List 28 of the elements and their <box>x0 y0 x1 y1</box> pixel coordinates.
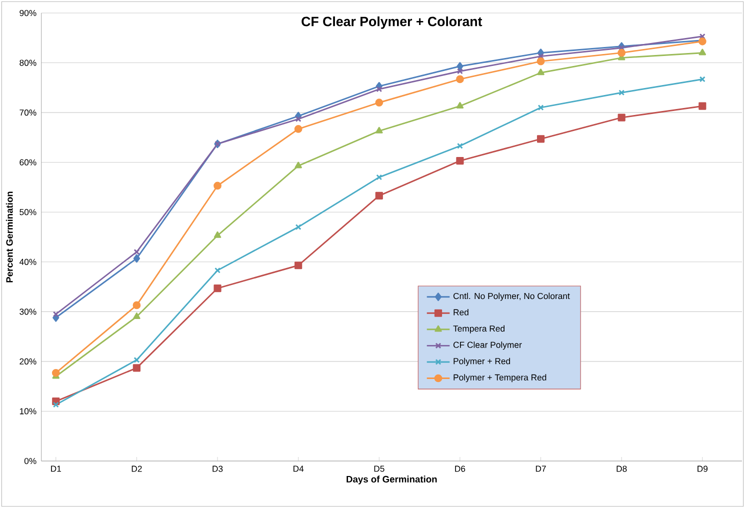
legend-label: Tempera Red <box>453 325 504 334</box>
legend-label: Polymer + Red <box>454 358 510 366</box>
y-tick-label: 90% <box>20 10 36 16</box>
x-tick-label: D9 <box>698 466 708 472</box>
x-tick-label: D8 <box>616 466 627 472</box>
y-tick-label: 0% <box>24 458 36 464</box>
x-tick-label: D5 <box>374 466 384 472</box>
y-tick-label: 20% <box>20 358 36 365</box>
y-tick-label: 30% <box>20 308 36 315</box>
x-axis-title: Days of Germination <box>346 476 437 484</box>
x-tick-label: D4 <box>294 466 304 472</box>
x-tick-label: D2 <box>132 466 142 472</box>
x-tick-label: D7 <box>536 466 546 472</box>
x-tick-label: D6 <box>455 466 466 472</box>
legend-label: Polymer + Tempera Red <box>454 374 546 382</box>
legend-label: Red <box>454 308 468 316</box>
y-tick-label: 50% <box>20 209 36 216</box>
y-tick-label: 60% <box>20 159 36 166</box>
y-tick-label: 40% <box>19 258 36 265</box>
y-axis-title: Percent Germination <box>6 192 13 282</box>
chart-title: CF Clear Polymer + Colorant <box>302 16 482 29</box>
x-tick-label: D1 <box>51 466 61 472</box>
legend-label: Cntl. No Polymer, No Colorant <box>453 292 570 301</box>
x-tick-label: D3 <box>212 466 223 472</box>
y-tick-label: 80% <box>20 60 36 66</box>
legend-label: CF Clear Polymer <box>453 342 522 350</box>
y-tick-label: 10% <box>20 408 36 414</box>
y-tick-label: 70% <box>20 110 36 116</box>
